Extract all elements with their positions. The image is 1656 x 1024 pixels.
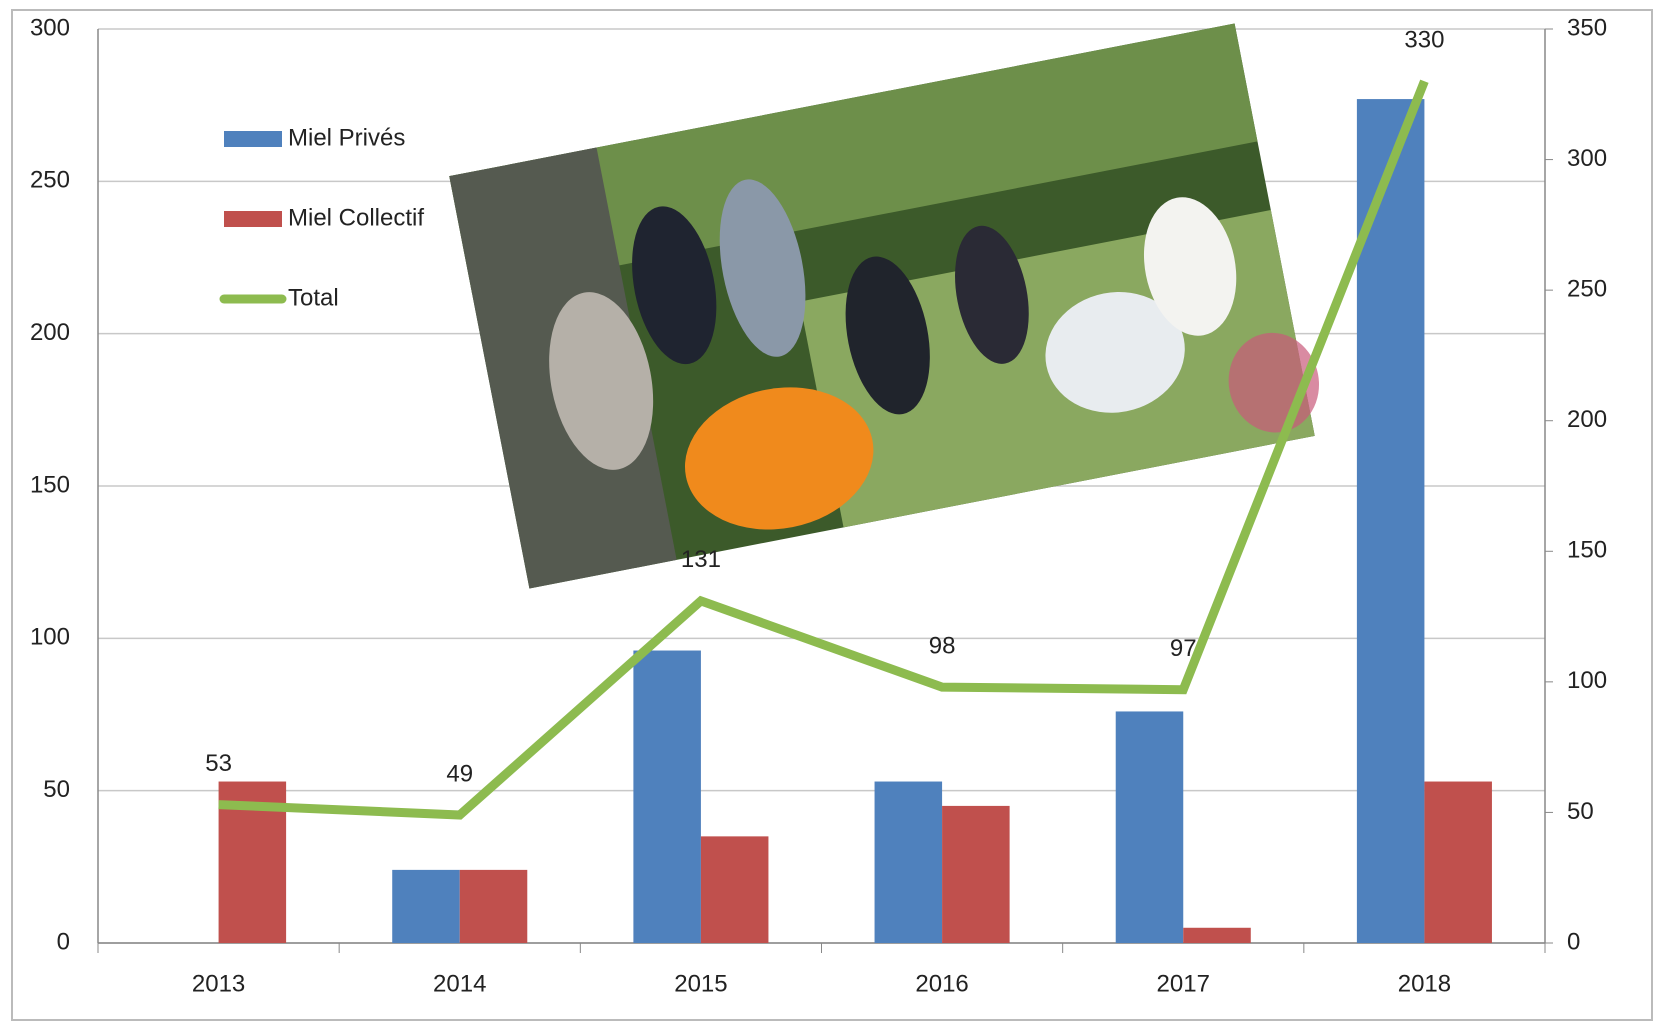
data-label: 330 [1404, 27, 1444, 54]
y2-tick-label: 300 [1567, 145, 1607, 172]
x-tick-label: 2015 [674, 970, 727, 997]
photo-person [719, 179, 806, 357]
y2-tick-label: 350 [1567, 14, 1607, 41]
photo-person [549, 292, 654, 470]
y-tick-label: 100 [30, 624, 70, 651]
y2-tick-label: 100 [1567, 667, 1607, 694]
chart-frame [11, 9, 1653, 1021]
bar [1183, 927, 1251, 943]
overlay: 53 49 131 98 97 330 Miel Privés Miel Collectif T… [205, 27, 1444, 820]
line [218, 79, 1429, 820]
data-label: 98 [929, 632, 956, 659]
y2-tick-label: 50 [1567, 798, 1594, 825]
x-tick-label: 2013 [192, 970, 245, 997]
y-tick-label: 150 [30, 471, 70, 498]
photo-person [845, 256, 930, 415]
legend-label: Miel Privés [288, 124, 405, 151]
legend-label: Total [288, 284, 339, 311]
photo-person [1045, 291, 1185, 413]
photo [449, 23, 1320, 589]
y2-tick-label: 200 [1567, 406, 1607, 433]
y-tick-label: 300 [30, 14, 70, 41]
y-tick-label: 50 [43, 776, 70, 803]
x-tick-label: 2017 [1157, 970, 1210, 997]
x-tick-label: 2018 [1398, 970, 1451, 997]
y-tick-label: 250 [30, 167, 70, 194]
bar [633, 650, 701, 943]
bar [1115, 711, 1184, 943]
legend-swatch [224, 211, 282, 227]
x-tick-label: 2014 [433, 970, 486, 997]
y-tick-label: 0 [57, 928, 70, 955]
data-label: 131 [681, 546, 721, 573]
photo-person [632, 206, 717, 365]
photo-person [684, 387, 874, 530]
legend-label: Miel Collectif [288, 204, 424, 231]
data-label: 53 [205, 750, 232, 777]
bar [1424, 781, 1492, 943]
data-label: 49 [446, 760, 473, 787]
y2-tick-label: 150 [1567, 537, 1607, 564]
legend-swatch [224, 131, 282, 147]
x-tick-label: 2016 [915, 970, 968, 997]
y2-tick-label: 0 [1567, 928, 1580, 955]
bar [700, 836, 769, 943]
y2-tick-label: 250 [1567, 275, 1607, 302]
data-label: 97 [1170, 635, 1197, 662]
bar [942, 805, 1010, 943]
photo-person [955, 225, 1029, 364]
y-tick-label: 200 [30, 319, 70, 346]
bar [1356, 99, 1425, 943]
bar [392, 869, 460, 943]
bar [874, 781, 943, 943]
bar [459, 869, 528, 943]
photo-person [1143, 197, 1237, 336]
